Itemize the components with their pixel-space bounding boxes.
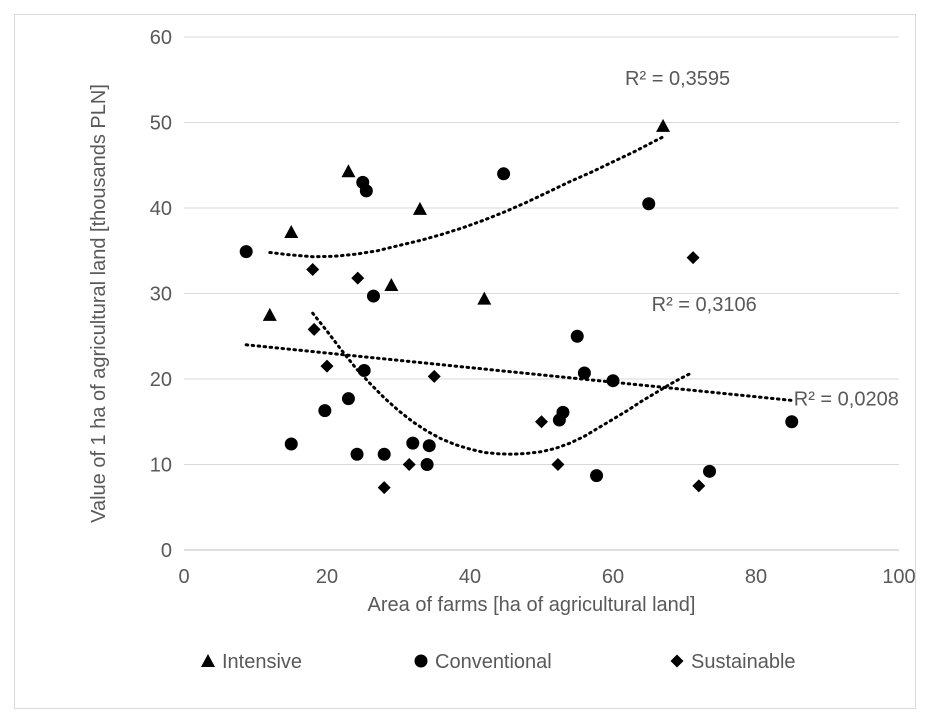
point-sustainable <box>402 458 416 471</box>
point-sustainable <box>307 322 321 336</box>
y-tick-label: 30 <box>150 284 172 306</box>
y-tick-label: 0 <box>161 540 172 562</box>
point-conventional <box>642 197 656 211</box>
legend-label-sustainable: Sustainable <box>691 651 796 673</box>
y-axis-title: Value of 1 ha of agricultural land [thou… <box>88 84 110 523</box>
point-conventional <box>357 363 371 377</box>
point-intensive <box>477 291 492 305</box>
point-intensive <box>656 118 671 132</box>
point-intensive <box>341 164 356 178</box>
point-intensive <box>412 201 427 215</box>
point-conventional <box>318 404 332 418</box>
gridlines <box>184 36 899 551</box>
trendlines <box>244 135 794 456</box>
y-tick-label: 40 <box>150 198 172 220</box>
point-sustainable <box>351 271 365 285</box>
point-conventional <box>406 436 420 450</box>
r-squared-label-intensive: R² = 0,3595 <box>625 68 730 90</box>
x-tick-label: 100 <box>882 566 915 588</box>
legend-marker-sustainable <box>670 654 684 668</box>
r-squared-label-conventional: R² = 0,0208 <box>794 388 899 410</box>
trendline-intensive <box>268 135 665 259</box>
x-tick-label: 40 <box>459 566 481 588</box>
point-intensive <box>262 307 277 321</box>
y-axis-ticks: 0 10 20 30 40 50 60 <box>150 27 172 562</box>
point-sustainable <box>377 481 391 495</box>
point-intensive <box>284 224 299 238</box>
legend-label-conventional: Conventional <box>435 651 552 673</box>
point-sustainable <box>692 479 706 493</box>
point-intensive <box>384 277 399 291</box>
y-tick-label: 60 <box>150 27 172 49</box>
point-conventional <box>341 392 355 406</box>
point-sustainable <box>320 359 334 373</box>
point-sustainable <box>535 415 548 429</box>
point-conventional <box>497 167 511 181</box>
point-conventional <box>785 415 799 429</box>
point-sustainable <box>427 369 441 383</box>
legend-marker-conventional <box>414 654 428 668</box>
trendline-conventional <box>244 343 794 402</box>
x-tick-label: 80 <box>745 566 767 588</box>
y-tick-label: 50 <box>150 113 172 135</box>
point-conventional <box>606 374 620 388</box>
point-conventional <box>577 366 591 380</box>
legend-marker-intensive <box>201 654 215 667</box>
point-conventional <box>366 289 380 303</box>
r-squared-label-sustainable: R² = 0,3106 <box>652 294 757 316</box>
point-sustainable <box>686 251 700 265</box>
point-sustainable <box>306 263 320 277</box>
point-conventional <box>284 437 298 451</box>
y-tick-label: 20 <box>150 369 172 391</box>
chart-area: 0 10 20 30 40 50 60 0 20 40 60 80 100 R² = 0,3595 R²… <box>14 14 916 709</box>
x-axis-title: Area of farms [ha of agricultural land] <box>368 594 696 616</box>
x-tick-label: 60 <box>602 566 624 588</box>
legend-label-intensive: Intensive <box>222 651 302 673</box>
point-conventional <box>420 458 434 471</box>
point-conventional <box>590 469 604 483</box>
x-tick-label: 0 <box>178 566 189 588</box>
x-axis-ticks: 0 20 40 60 80 100 <box>178 566 915 588</box>
legend: Intensive Conventional Sustainable <box>201 651 796 673</box>
point-conventional <box>422 439 436 453</box>
point-sustainable <box>551 458 565 471</box>
r-squared-labels: R² = 0,3595 R² = 0,3106 R² = 0,0208 <box>625 68 899 410</box>
point-conventional <box>350 447 364 461</box>
x-tick-label: 20 <box>316 566 338 588</box>
point-conventional <box>359 184 373 198</box>
point-conventional <box>239 245 253 259</box>
point-conventional <box>377 447 391 461</box>
point-conventional <box>556 405 570 419</box>
y-tick-label: 10 <box>150 455 172 477</box>
trendline-sustainable <box>311 311 694 456</box>
point-conventional <box>570 329 584 343</box>
point-conventional <box>703 464 717 478</box>
data-points <box>239 118 799 495</box>
